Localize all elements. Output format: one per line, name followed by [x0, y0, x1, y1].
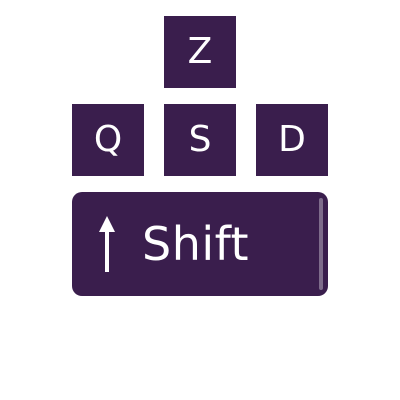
key-s: S: [164, 104, 236, 176]
key-z-label: Z: [187, 31, 213, 72]
key-q-label: Q: [93, 119, 123, 160]
key-z: Z: [164, 16, 236, 88]
key-d: D: [256, 104, 328, 176]
key-q: Q: [72, 104, 144, 176]
key-shift: Shift: [72, 192, 328, 296]
up-arrow-icon: [99, 216, 115, 272]
key-d-label: D: [278, 119, 306, 160]
key-shift-label: Shift: [142, 217, 250, 271]
key-s-label: S: [188, 119, 212, 160]
key-shift-edge-highlight: [319, 198, 323, 290]
